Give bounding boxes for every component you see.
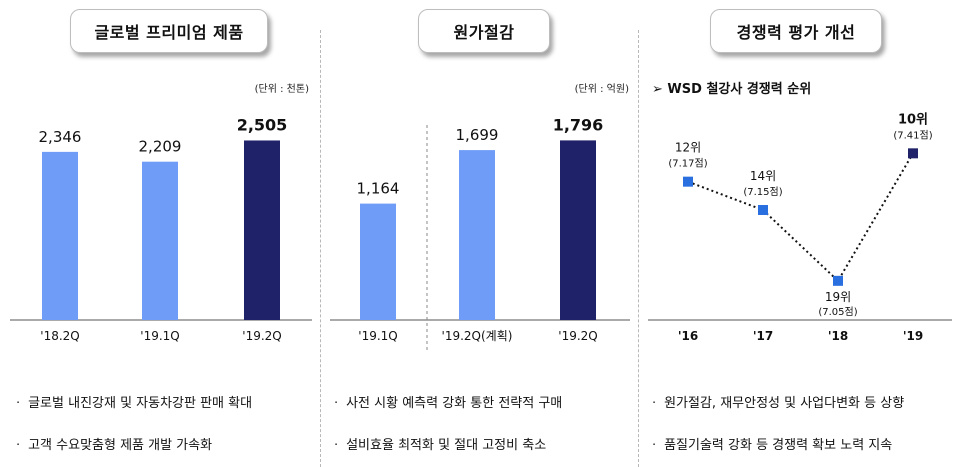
- panel1-bullet-2: ㆍ 고객 수요맞춤형 제품 개발 가속화: [12, 438, 213, 453]
- cost-value-label-1: 1,164: [357, 180, 400, 198]
- rank-line: [687, 152, 914, 283]
- cost-bar-2: [459, 150, 495, 320]
- panel3-title-text: 경쟁력 평가 개선: [736, 23, 856, 42]
- premium-value-label-3: 2,505: [237, 115, 288, 134]
- premium-category-label-3: '19.2Q: [242, 329, 281, 343]
- chart-competitiveness-rank: 12위 (7.17점) '16 14위 (7.15점) '17 19위 (7.05점) '18 1…: [648, 112, 952, 343]
- rank-label-4: 10위: [898, 112, 928, 127]
- rank-marker-1: [683, 176, 693, 187]
- panel2-unit: (단위 : 억원): [574, 84, 629, 95]
- premium-value-label-1: 2,346: [39, 128, 82, 146]
- rank-marker-2: [758, 205, 768, 215]
- score-label-2: (7.15점): [743, 186, 782, 198]
- panel3-subtitle: ➢ WSD 철강사 경쟁력 순위: [652, 82, 812, 97]
- panel2-title: 원가절감: [418, 9, 550, 53]
- score-label-1: (7.17점): [668, 158, 707, 170]
- panel1-unit: (단위 : 천톤): [254, 84, 309, 95]
- cost-bar-1: [360, 203, 396, 320]
- premium-category-label-2: '19.1Q: [140, 329, 179, 343]
- premium-bar-3: [244, 140, 280, 320]
- premium-category-label-1: '18.2Q: [40, 329, 79, 343]
- rank-label-3: 19위: [825, 290, 851, 304]
- cost-value-label-2: 1,699: [456, 126, 499, 144]
- rank-marker-3: [833, 275, 843, 286]
- chart-cost-reduction: 1,164 '19.1Q 1,699 '19.2Q(계획) 1,796 '19.2Q: [330, 115, 630, 350]
- panel3-title: 경쟁력 평가 개선: [710, 9, 882, 53]
- cost-value-label-3: 1,796: [553, 115, 604, 134]
- score-label-3: (7.05점): [818, 306, 857, 318]
- panel1-title-text: 글로벌 프리미엄 제품: [94, 23, 244, 42]
- panel1-title: 글로벌 프리미엄 제품: [70, 9, 268, 53]
- divider-1: [320, 30, 321, 467]
- cost-category-label-1: '19.1Q: [358, 329, 397, 343]
- panel3-bullet-2: ㆍ 품질기술력 강화 등 경쟁력 확보 노력 지속: [648, 438, 893, 453]
- premium-bar-2: [142, 161, 178, 320]
- rank-label-2: 14위: [750, 169, 776, 183]
- rank-category-label-3: '18: [828, 329, 848, 343]
- rank-label-1: 12위: [675, 141, 701, 155]
- score-label-4: (7.41점): [893, 129, 932, 141]
- cost-category-label-2: '19.2Q(계획): [442, 329, 513, 343]
- cost-category-label-3: '19.2Q: [558, 329, 597, 343]
- panel3-bullet-1: ㆍ 원가절감, 재무안정성 및 사업다변화 등 상향: [648, 396, 905, 411]
- panel2-bullet-2: ㆍ 설비효율 최적화 및 절대 고정비 축소: [330, 438, 547, 453]
- premium-bar-1: [42, 151, 78, 320]
- panel2-bullet-1: ㆍ 사전 시황 예측력 강화 통한 전략적 구매: [330, 396, 563, 411]
- rank-category-label-2: '17: [753, 329, 773, 343]
- chart-premium-products: 2,346 '18.2Q 2,209 '19.1Q 2,505 '19.2Q: [10, 115, 312, 343]
- rank-marker-4: [908, 148, 918, 159]
- premium-value-label-2: 2,209: [139, 138, 182, 156]
- cost-bar-3: [560, 140, 596, 320]
- panel1-bullet-1: ㆍ 글로벌 내진강재 및 자동차강판 판매 확대: [12, 396, 253, 411]
- divider-2: [638, 30, 639, 467]
- panel2-title-text: 원가절감: [453, 23, 515, 42]
- rank-category-label-4: '19: [903, 329, 923, 343]
- rank-category-label-1: '16: [678, 329, 698, 343]
